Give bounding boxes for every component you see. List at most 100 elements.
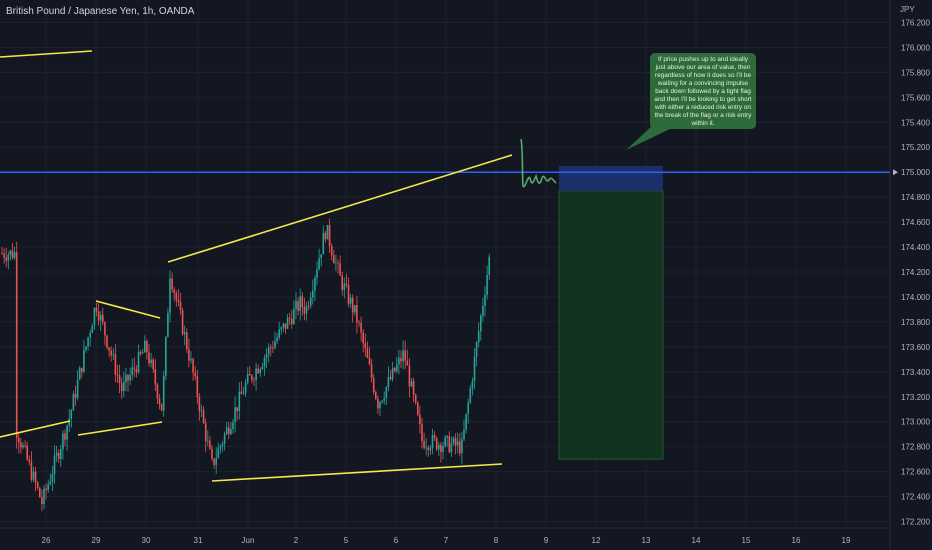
candle-body (9, 250, 12, 255)
time-tick-label: 14 (692, 536, 701, 545)
candle-body (11, 250, 14, 258)
price-tick-label: 172.400 (901, 493, 930, 502)
price-tick-label: 173.000 (901, 418, 930, 427)
candle-body (160, 403, 163, 411)
candle-body (448, 436, 451, 453)
candle-body (293, 308, 295, 324)
candle-body (345, 283, 348, 286)
candle-body (150, 359, 152, 364)
candle-body (246, 373, 249, 383)
candle-body (39, 487, 41, 498)
candle-body (402, 350, 404, 362)
candle-body (72, 393, 75, 411)
candle-body (379, 401, 381, 409)
candle-body (238, 391, 241, 412)
candle-body (286, 317, 289, 329)
candles-group (1, 218, 490, 512)
candle-body (81, 367, 83, 372)
candle-body (3, 253, 5, 258)
candle-body (188, 349, 190, 361)
annotation-note[interactable]: If price pushes up to and ideally just a… (650, 53, 756, 129)
candle-body (318, 258, 320, 270)
candle-body (370, 364, 373, 379)
candle-body (53, 455, 56, 475)
time-tick-label: 30 (142, 536, 151, 545)
time-tick-label: 6 (394, 536, 399, 545)
candle-body (454, 437, 457, 446)
candle-body (156, 384, 159, 399)
candle-body (324, 232, 327, 240)
candle-body (179, 301, 182, 311)
candle-body (114, 354, 117, 375)
candle-body (375, 392, 377, 399)
candle-body (123, 382, 125, 391)
candle-body (257, 368, 259, 374)
price-axis-marker (893, 169, 898, 176)
time-tick-label: 13 (642, 536, 651, 545)
candle-body (219, 445, 222, 449)
candle-body (307, 305, 310, 307)
price-tick-label: 173.400 (901, 368, 930, 377)
trendline (0, 420, 71, 438)
candle-body (15, 252, 18, 438)
candle-body (459, 441, 461, 454)
candle-body (110, 350, 112, 356)
candle-body (93, 307, 96, 326)
price-tick-label: 172.800 (901, 443, 930, 452)
candle-body (190, 359, 192, 361)
price-tick-label: 176.200 (901, 18, 930, 27)
candle-body (421, 424, 423, 441)
candle-body (7, 254, 10, 261)
candle-body (425, 447, 427, 449)
candle-body (129, 374, 131, 381)
candle-body (288, 317, 291, 319)
candle-body (43, 488, 45, 505)
candle-body (272, 347, 274, 349)
candle-body (217, 448, 220, 459)
candle-body (215, 458, 217, 465)
candle-body (295, 301, 297, 309)
price-tick-label: 172.600 (901, 468, 930, 477)
candle-body (120, 383, 123, 391)
candle-body (32, 471, 35, 480)
candle-body (45, 488, 47, 491)
currency-label: JPY (900, 5, 915, 14)
candle-body (236, 407, 238, 412)
candle-body (221, 443, 224, 446)
candle-body (333, 255, 335, 264)
candle-body (144, 341, 146, 353)
candle-body (34, 471, 37, 483)
candle-body (251, 375, 253, 380)
candle-body (255, 368, 257, 381)
candle-body (171, 278, 173, 290)
time-tick-label: 16 (792, 536, 801, 545)
candle-body (55, 452, 58, 456)
candle-body (137, 351, 140, 373)
candle-body (427, 447, 430, 451)
price-tick-label: 176.000 (901, 43, 930, 52)
candle-body (440, 444, 442, 453)
candle-body (223, 434, 226, 444)
candle-body (354, 304, 356, 313)
projection-path (520, 138, 557, 188)
trendline (0, 50, 93, 58)
candle-body (89, 332, 91, 338)
candle-body (488, 256, 490, 275)
candle-body (41, 497, 43, 505)
candle-body (22, 445, 24, 448)
candle-body (299, 296, 301, 311)
candle-body (456, 441, 459, 446)
candle-body (408, 365, 411, 387)
candle-body (320, 254, 322, 259)
candle-body (228, 427, 230, 435)
candle-body (381, 400, 383, 402)
candle-body (349, 297, 352, 304)
candle-body (240, 391, 243, 395)
candle-body (5, 257, 7, 261)
candle-body (419, 414, 421, 425)
candle-body (60, 449, 62, 460)
trendline (167, 212, 327, 263)
candle-body (284, 323, 287, 329)
